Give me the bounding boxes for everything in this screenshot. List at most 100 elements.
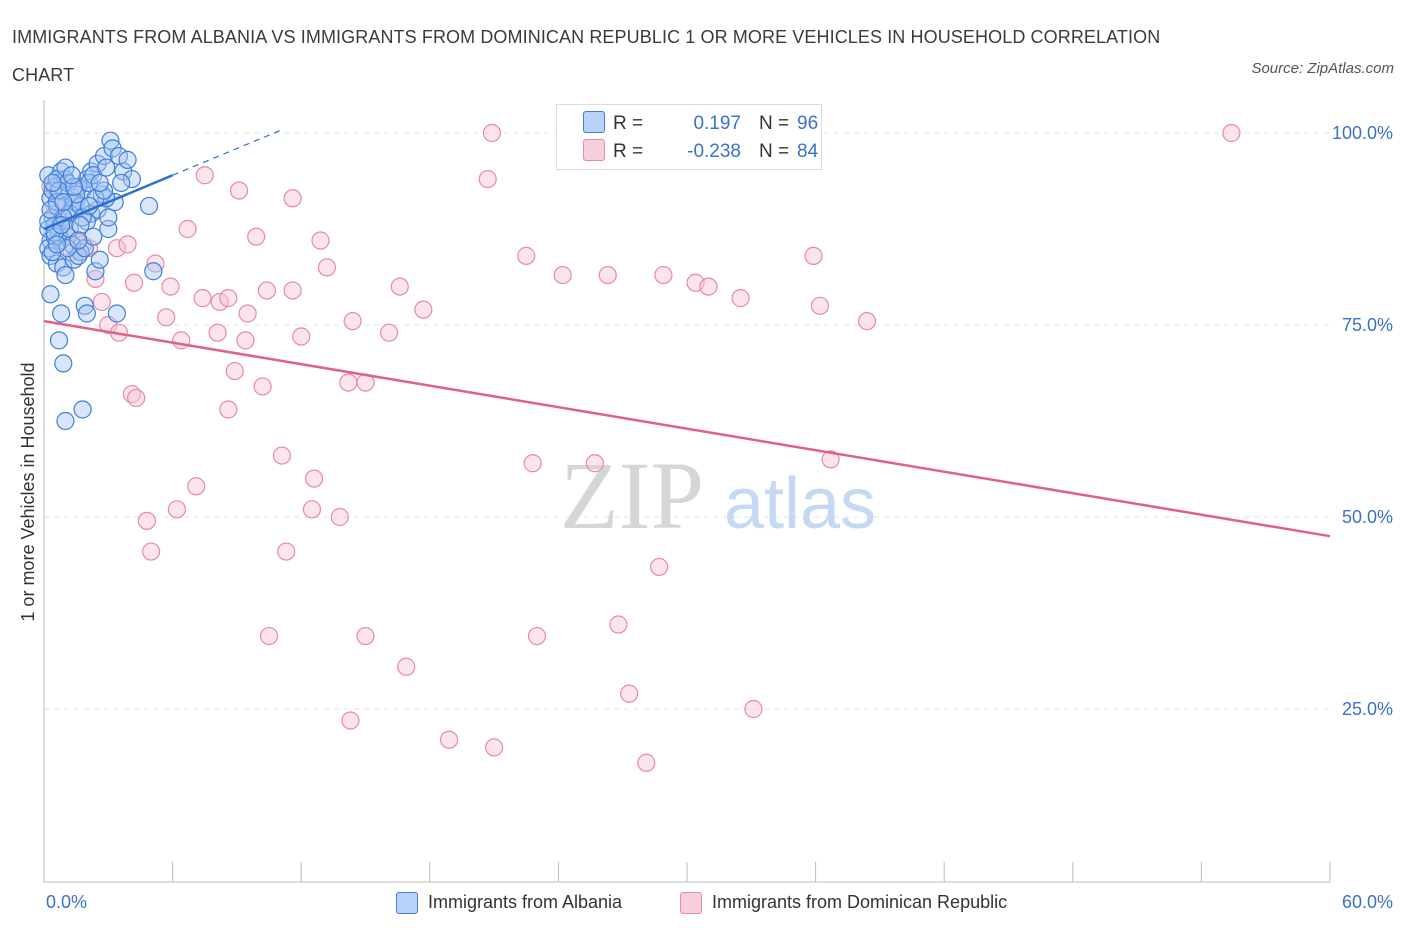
r-label: R = [613,113,644,134]
dominican-point [127,388,146,408]
y-tick-label: 25.0% [1342,699,1393,719]
albania-point [43,173,62,193]
dominican-point [654,265,673,285]
albania-swatch [583,111,605,133]
dominican-point [236,331,255,350]
albania-trend-line [43,174,174,231]
albania-point [107,304,126,323]
albania-legend-swatch [396,892,418,914]
dominican-point [553,265,572,285]
dominican-point [804,246,823,265]
albania-point [71,216,90,235]
albania-point [90,250,109,269]
dominican-point [272,446,292,465]
dominican-point [330,507,349,527]
dominican-point [161,277,180,296]
dominican-point [1222,123,1241,143]
dominican-point [650,557,669,577]
dominican-point [292,327,311,346]
dominican-point [341,711,360,730]
dominican-point [485,738,504,757]
dominican-point [238,304,257,323]
dominican-point [482,123,502,143]
dominican-point [390,277,409,296]
dominican-point [124,273,144,292]
dominican-point [118,235,137,254]
dominican-legend-swatch [680,892,702,914]
dominican-point [157,308,176,327]
legend-label: Immigrants from Albania [428,892,623,912]
r-label: R = [613,141,644,162]
dominican-point [219,400,238,419]
gridlines [44,132,1330,710]
dominican-point [229,181,249,200]
albania-point [99,208,118,227]
dominican-point [302,500,322,519]
albania-point [69,231,88,250]
dominican-point [857,312,877,331]
dominican-point [178,219,197,239]
x-tick-label: 0.0% [46,892,87,912]
legend-label: Immigrants from Dominican Republic [712,892,1008,912]
dominican-point [107,239,126,258]
dominican-point [478,169,497,189]
albania-point [90,173,109,193]
albania-point [64,177,84,196]
albania-point [54,354,73,373]
dominican-point [219,289,238,308]
y-tick-label: 75.0% [1342,315,1393,335]
dominican-point [439,730,459,749]
source-label: Source: ZipAtlas.com [1251,60,1394,77]
dominican-swatch [583,139,605,161]
watermark: ZIP atlas [560,442,876,549]
dominican-point [259,626,279,646]
dominican-point [247,227,266,246]
dominican-point [208,323,227,342]
dominican-point [609,615,628,634]
y-tick-label: 50.0% [1342,507,1393,527]
dominican-point [210,292,229,312]
y-axis-label: 1 or more Vehicles in Household [18,362,38,621]
dominican-point [397,657,416,676]
albania-point [56,411,75,431]
dominican-point [195,166,214,185]
watermark-zip: ZIP [560,442,704,549]
dominican-point [142,542,161,561]
dominican-trend-line [43,319,1331,538]
albania-trend-extension [172,130,280,176]
albania-point [73,400,92,419]
albania-point [118,150,137,169]
dominican-point [620,684,639,703]
x-tick-label: 60.0% [1342,892,1393,912]
dominican-point [821,450,840,469]
stats-legend: R = 0.197 N = 96 R = -0.238 N = 84 [556,104,822,170]
dominican-point [598,265,617,285]
dominican-point [283,281,302,300]
dominican-point [92,292,111,312]
n-label: N = [759,113,790,134]
dominican-point [317,258,337,277]
albania-point [41,285,60,304]
dominican-point [304,469,324,488]
albania-point [77,304,96,323]
dominican-point [527,626,547,646]
dominican-point [225,361,244,381]
r-value: -0.238 [687,141,741,162]
albania-point [56,265,75,285]
n-value: 84 [797,141,819,162]
albania-point [97,158,116,177]
albania-point [139,196,159,216]
albania-point [84,227,103,246]
albania-point [62,166,81,185]
albania-point [144,262,163,281]
dominican-point [356,626,375,646]
watermark-atlas: atlas [724,464,876,544]
dominican-point [810,296,829,315]
dominican-point [523,454,542,473]
dominican-point [379,323,399,342]
dominican-point [253,377,272,396]
dominican-point [187,477,206,496]
dominican-point [257,281,277,300]
albania-point [122,169,141,189]
albania-point [49,331,69,350]
